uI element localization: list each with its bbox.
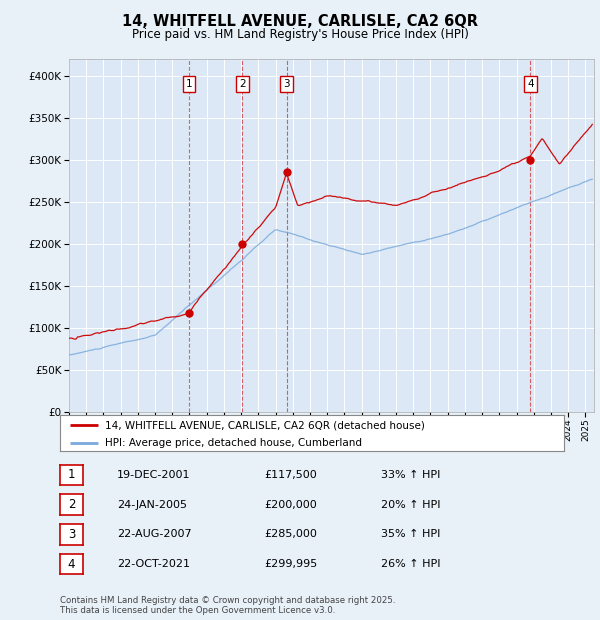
Text: £117,500: £117,500: [264, 470, 317, 480]
Text: £299,995: £299,995: [264, 559, 317, 569]
Text: 26% ↑ HPI: 26% ↑ HPI: [381, 559, 440, 569]
Text: 33% ↑ HPI: 33% ↑ HPI: [381, 470, 440, 480]
Text: 2: 2: [68, 498, 75, 511]
Text: 35% ↑ HPI: 35% ↑ HPI: [381, 529, 440, 539]
Text: 1: 1: [185, 79, 192, 89]
Text: 19-DEC-2001: 19-DEC-2001: [117, 470, 191, 480]
Text: 14, WHITFELL AVENUE, CARLISLE, CA2 6QR (detached house): 14, WHITFELL AVENUE, CARLISLE, CA2 6QR (…: [106, 420, 425, 430]
Text: 14, WHITFELL AVENUE, CARLISLE, CA2 6QR: 14, WHITFELL AVENUE, CARLISLE, CA2 6QR: [122, 14, 478, 29]
Text: 22-OCT-2021: 22-OCT-2021: [117, 559, 190, 569]
Text: £285,000: £285,000: [264, 529, 317, 539]
Text: Contains HM Land Registry data © Crown copyright and database right 2025.
This d: Contains HM Land Registry data © Crown c…: [60, 596, 395, 615]
Text: 1: 1: [68, 469, 75, 481]
Text: 22-AUG-2007: 22-AUG-2007: [117, 529, 191, 539]
Text: £200,000: £200,000: [264, 500, 317, 510]
Text: Price paid vs. HM Land Registry's House Price Index (HPI): Price paid vs. HM Land Registry's House …: [131, 28, 469, 40]
Text: 4: 4: [527, 79, 534, 89]
Text: 3: 3: [68, 528, 75, 541]
Text: 24-JAN-2005: 24-JAN-2005: [117, 500, 187, 510]
Text: HPI: Average price, detached house, Cumberland: HPI: Average price, detached house, Cumb…: [106, 438, 362, 448]
Text: 3: 3: [283, 79, 290, 89]
Text: 2: 2: [239, 79, 245, 89]
Text: 4: 4: [68, 558, 75, 570]
Text: 20% ↑ HPI: 20% ↑ HPI: [381, 500, 440, 510]
